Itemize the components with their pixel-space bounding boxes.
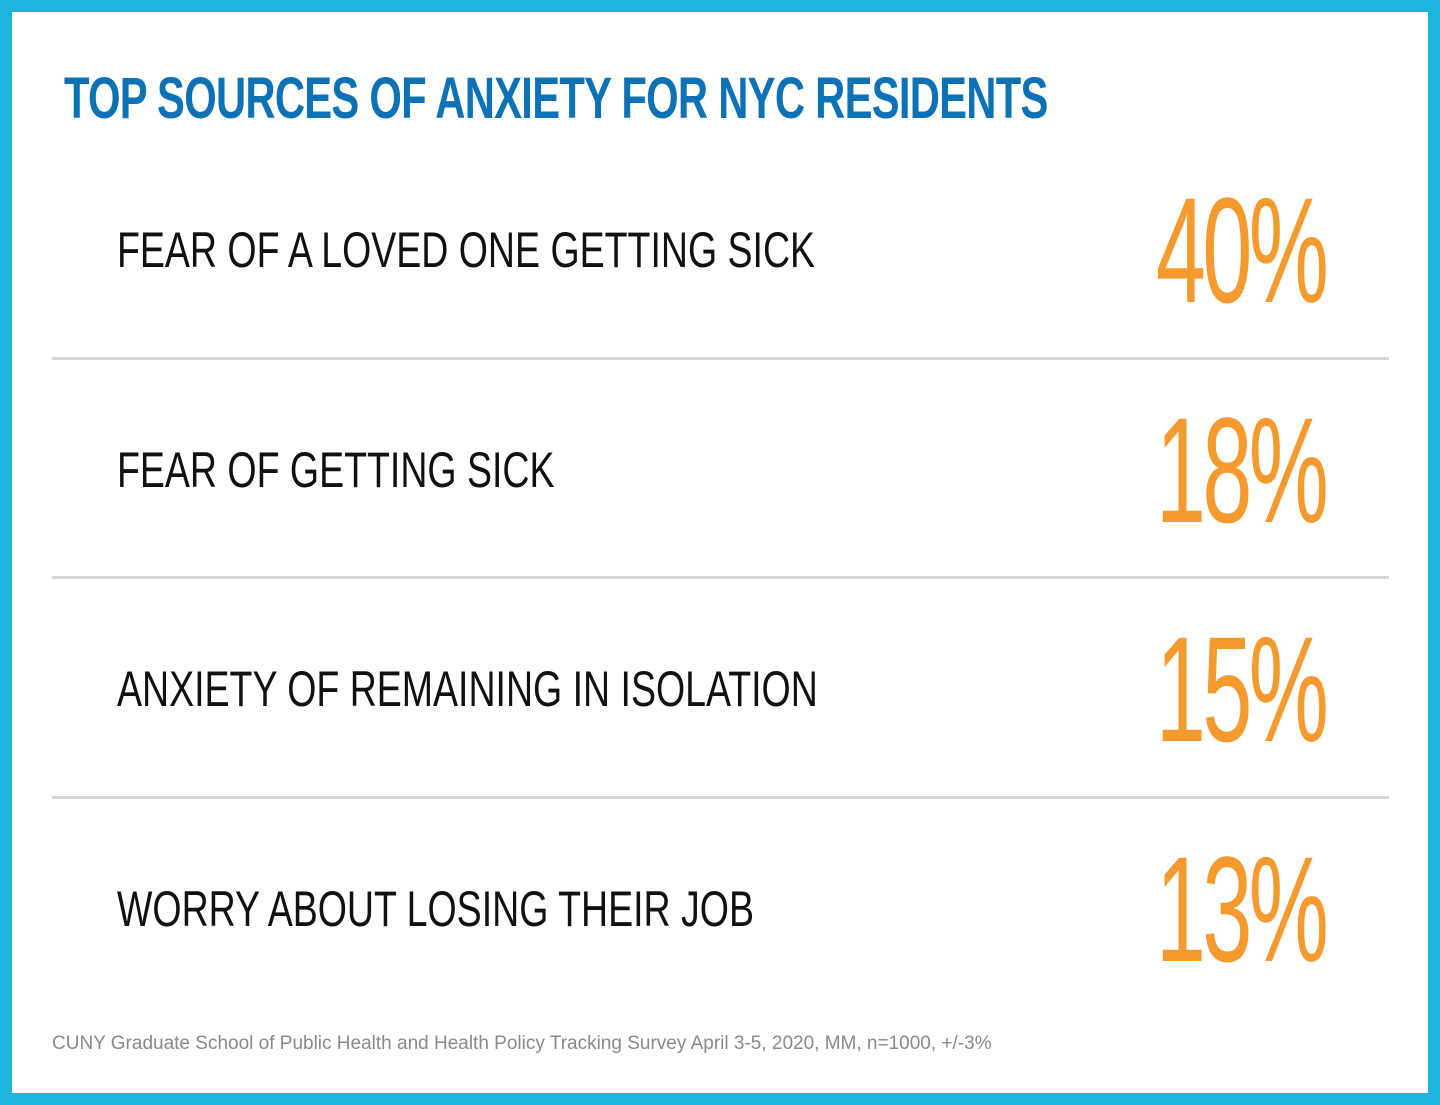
item-label: WORRY ABOUT LOSING THEIR JOB: [117, 881, 754, 937]
divider: [52, 576, 1389, 579]
list-item: ANXIETY OF REMAINING IN ISOLATION 15%: [52, 579, 1389, 799]
item-percentage: 13%: [1155, 825, 1329, 993]
item-label: FEAR OF GETTING SICK: [117, 442, 555, 498]
item-label: FEAR OF A LOVED ONE GETTING SICK: [117, 222, 816, 278]
item-label: ANXIETY OF REMAINING IN ISOLATION: [117, 661, 818, 717]
page-title: TOP SOURCES OF ANXIETY FOR NYC RESIDENTS: [64, 66, 1048, 131]
list-item: FEAR OF A LOVED ONE GETTING SICK 40%: [52, 140, 1389, 360]
item-percentage: 18%: [1155, 386, 1329, 554]
item-percentage: 40%: [1155, 166, 1329, 334]
list-item: WORRY ABOUT LOSING THEIR JOB 13%: [52, 799, 1389, 1019]
source-footnote: CUNY Graduate School of Public Health an…: [52, 1033, 992, 1054]
divider: [52, 357, 1389, 360]
divider: [52, 796, 1389, 799]
item-percentage: 15%: [1155, 605, 1329, 773]
list-item: FEAR OF GETTING SICK 18%: [52, 360, 1389, 580]
